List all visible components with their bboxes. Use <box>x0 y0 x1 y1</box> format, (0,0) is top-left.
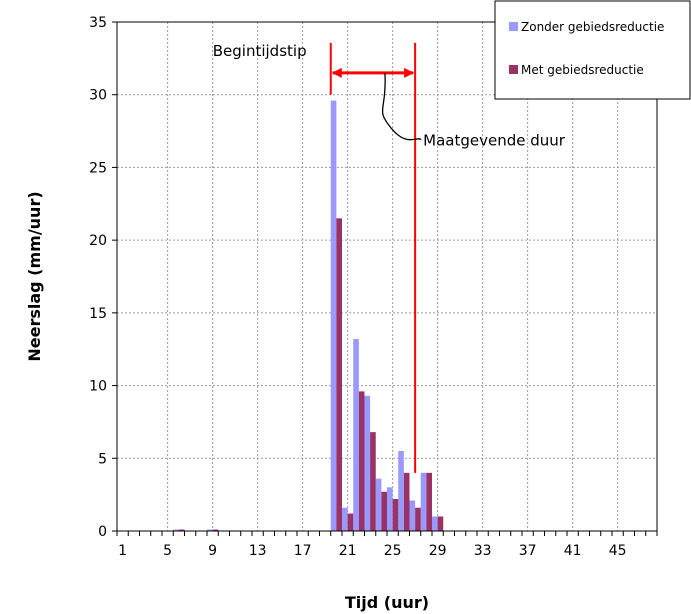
duration-leader-line <box>381 72 422 141</box>
annotations: Begintijdstip Maatgevende duur <box>213 42 566 473</box>
bar-zonder-28 <box>420 472 427 531</box>
bar-met-20 <box>336 218 342 532</box>
x-tick-label: 9 <box>208 543 217 559</box>
bar-zonder-6 <box>173 529 179 531</box>
y-tick-label: 35 <box>89 15 107 31</box>
bar-zonder-24 <box>375 478 382 531</box>
start-time-label: Begintijdstip <box>213 42 307 60</box>
bar-zonder-27 <box>409 500 416 531</box>
bar-zonder-25 <box>387 487 393 531</box>
bar-zonder-9 <box>207 529 213 531</box>
y-tick-label: 25 <box>89 160 107 176</box>
bar-zonder-20 <box>330 100 337 531</box>
y-tick-label: 30 <box>89 88 107 104</box>
x-tick-label: 45 <box>609 543 627 559</box>
bar-zonder-21 <box>342 507 348 531</box>
bar-met-28 <box>426 472 432 531</box>
bar-met-22 <box>358 391 365 531</box>
x-tick-label: 37 <box>519 543 537 559</box>
bar-zonder-22 <box>353 339 359 531</box>
bar-met-23 <box>370 432 376 531</box>
bar-met-24 <box>381 491 387 531</box>
x-tick-label: 41 <box>564 543 582 559</box>
bar-met-21 <box>347 513 354 531</box>
bar-zonder-23 <box>364 395 371 531</box>
bar-zonder-29 <box>432 516 438 531</box>
bar-zonder-26 <box>398 451 404 531</box>
bar-met-9 <box>212 529 219 531</box>
legend-swatch <box>509 22 518 31</box>
bar-met-29 <box>437 516 444 531</box>
y-axis-title: Neerslag (mm/uur) <box>25 191 44 361</box>
bar-met-6 <box>178 529 185 531</box>
legend-box <box>494 0 691 100</box>
gridlines <box>117 22 657 531</box>
y-tick-label: 0 <box>98 524 107 540</box>
x-tick-label: 29 <box>429 543 447 559</box>
x-tick-label: 33 <box>474 543 492 559</box>
legend-label: Zonder gebiedsreductie <box>521 20 664 34</box>
legend: Zonder gebiedsreductie Met gebiedsreducti… <box>494 0 691 100</box>
x-tick-label: 5 <box>163 543 172 559</box>
duration-label: Maatgevende duur <box>423 132 566 150</box>
y-tick-label: 15 <box>89 306 107 322</box>
bar-met-27 <box>415 507 421 531</box>
legend-label: Met gebiedsreductie <box>521 63 644 77</box>
y-tick-label: 20 <box>89 233 107 249</box>
x-tick-label: 17 <box>294 543 312 559</box>
legend-swatch <box>509 65 518 74</box>
x-axis-title: Tijd (uur) <box>345 593 429 612</box>
x-tick-label: 25 <box>384 543 402 559</box>
y-tick-label: 10 <box>89 379 107 395</box>
x-tick-label: 1 <box>118 543 127 559</box>
bars <box>173 100 444 532</box>
x-tick-label: 21 <box>339 543 357 559</box>
bar-met-26 <box>403 472 410 531</box>
y-tick-label: 5 <box>98 451 107 467</box>
x-tick-label: 13 <box>249 543 267 559</box>
bar-met-25 <box>392 499 399 531</box>
